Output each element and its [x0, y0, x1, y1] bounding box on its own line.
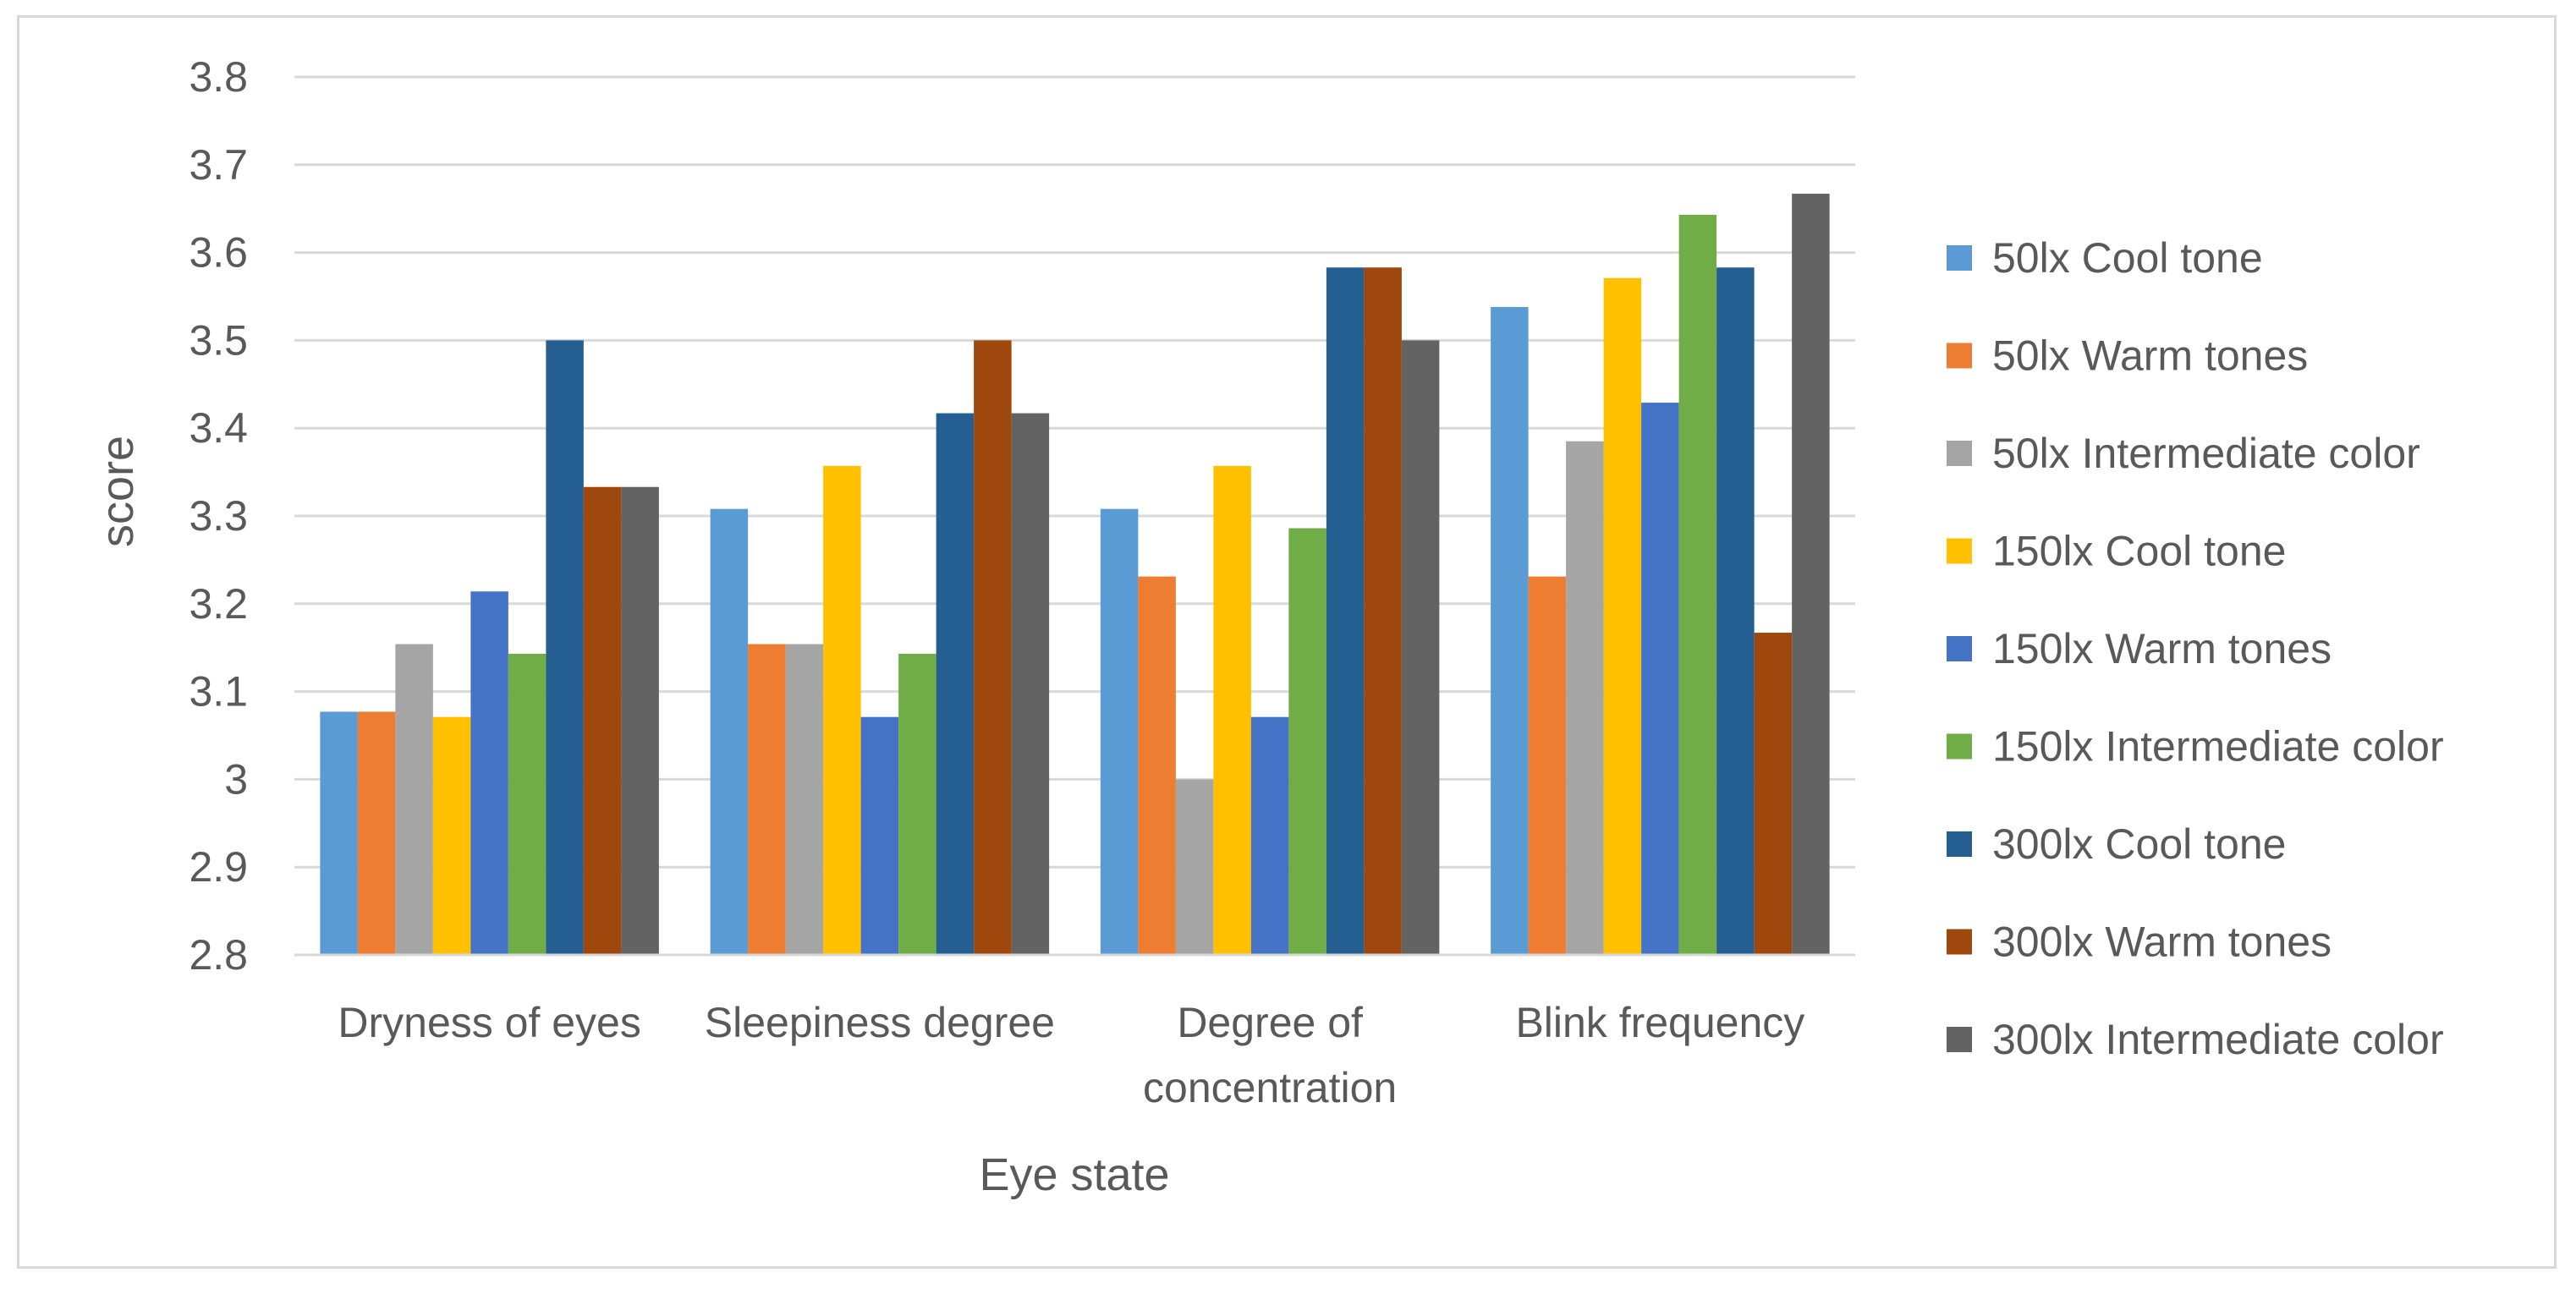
- legend-item: 50lx Warm tones: [1947, 332, 2308, 380]
- x-axis-categories: Dryness of eyes Sleepiness degree Degree o…: [338, 999, 1804, 1111]
- y-tick-label: 3.4: [189, 404, 248, 452]
- legend-label: 50lx Warm tones: [1992, 332, 2308, 380]
- bar: [357, 711, 396, 955]
- bar: [785, 644, 824, 955]
- y-tick-label: 3.8: [189, 53, 248, 101]
- y-tick-label: 3.6: [189, 229, 248, 277]
- bar: [1213, 465, 1251, 955]
- legend-swatch: [1947, 538, 1972, 564]
- legend-swatch: [1947, 733, 1972, 760]
- chart-frame: 2.8 2.9 3 3.1 3.2 3.3 3.4 3.5 3.6 3.7 3.8 Dryness …: [17, 15, 2557, 1269]
- bar: [1326, 267, 1365, 956]
- legend-label: 300lx Warm tones: [1992, 919, 2332, 966]
- bar: [823, 465, 861, 955]
- legend-swatch: [1947, 636, 1972, 661]
- y-tick-label: 3.3: [189, 492, 248, 540]
- bar: [621, 486, 659, 955]
- legend-swatch: [1947, 343, 1972, 369]
- legend-item: 50lx Intermediate color: [1947, 430, 2420, 477]
- bar: [1175, 779, 1214, 955]
- y-tick-label: 3.7: [189, 141, 248, 189]
- bar: [508, 653, 547, 955]
- y-tick-label: 2.8: [189, 931, 248, 979]
- bar: [1641, 403, 1679, 955]
- bar: [1100, 508, 1139, 955]
- bar: [432, 716, 471, 955]
- bar: [1011, 413, 1050, 956]
- legend-item: 150lx Warm tones: [1947, 625, 2332, 672]
- bar: [1716, 267, 1755, 956]
- x-axis-title: Eye state: [979, 1149, 1169, 1200]
- bar: [1754, 633, 1793, 955]
- x-category-label: Sleepiness degree: [705, 999, 1055, 1046]
- legend-swatch: [1947, 831, 1972, 857]
- bar: [1603, 277, 1642, 955]
- legend-label: 50lx Cool tone: [1992, 234, 2263, 282]
- bar: [583, 486, 622, 955]
- legend-label: 150lx Intermediate color: [1992, 723, 2444, 771]
- bar: [546, 340, 584, 955]
- bar: [936, 413, 975, 956]
- bar: [898, 653, 936, 955]
- bar: [974, 340, 1012, 955]
- y-tick-label: 3: [224, 755, 248, 803]
- x-category-label: Blink frequency: [1515, 999, 1804, 1046]
- bar: [320, 711, 358, 955]
- y-tick-label: 3.5: [189, 316, 248, 364]
- bar: [1364, 267, 1402, 956]
- legend-label: 300lx Intermediate color: [1992, 1016, 2444, 1063]
- bar: [1528, 576, 1567, 955]
- legend-swatch: [1947, 245, 1972, 271]
- bar: [1678, 214, 1717, 955]
- bar-chart: 2.8 2.9 3 3.1 3.2 3.3 3.4 3.5 3.6 3.7 3.8 Dryness …: [92, 53, 2444, 1200]
- bar: [748, 644, 786, 955]
- y-axis-ticks: 2.8 2.9 3 3.1 3.2 3.3 3.4 3.5 3.6 3.7 3.8: [189, 53, 248, 979]
- bar: [1566, 441, 1604, 955]
- legend: 50lx Cool tone 50lx Warm tones 50lx Interm…: [1947, 234, 2444, 1063]
- y-tick-label: 2.9: [189, 843, 248, 891]
- bar: [395, 644, 433, 955]
- bars: [320, 194, 1830, 956]
- legend-label: 150lx Warm tones: [1992, 625, 2332, 672]
- legend-item: 300lx Warm tones: [1947, 919, 2332, 966]
- y-axis-title: score: [92, 436, 143, 547]
- legend-label: 300lx Cool tone: [1992, 820, 2286, 868]
- bar: [1288, 528, 1326, 955]
- bar: [1138, 576, 1176, 955]
- legend-swatch: [1947, 929, 1972, 955]
- y-tick-label: 3.2: [189, 580, 248, 628]
- y-tick-label: 3.1: [189, 668, 248, 716]
- bar: [860, 716, 899, 955]
- bar: [710, 508, 749, 955]
- legend-swatch: [1947, 441, 1972, 466]
- bar: [1792, 194, 1830, 955]
- bar: [1401, 340, 1440, 955]
- legend-label: 50lx Intermediate color: [1992, 430, 2420, 477]
- legend-item: 50lx Cool tone: [1947, 234, 2263, 282]
- legend-swatch: [1947, 1027, 1972, 1052]
- legend-item: 300lx Cool tone: [1947, 820, 2286, 868]
- bar: [470, 591, 508, 955]
- legend-item: 150lx Cool tone: [1947, 528, 2286, 575]
- bar: [1250, 716, 1289, 955]
- x-category-label: concentration: [1143, 1064, 1397, 1111]
- legend-label: 150lx Cool tone: [1992, 528, 2286, 575]
- legend-item: 300lx Intermediate color: [1947, 1016, 2444, 1063]
- x-category-label: Dryness of eyes: [338, 999, 640, 1046]
- x-category-label: Degree of: [1177, 999, 1363, 1046]
- bar: [1491, 306, 1529, 955]
- legend-item: 150lx Intermediate color: [1947, 723, 2444, 771]
